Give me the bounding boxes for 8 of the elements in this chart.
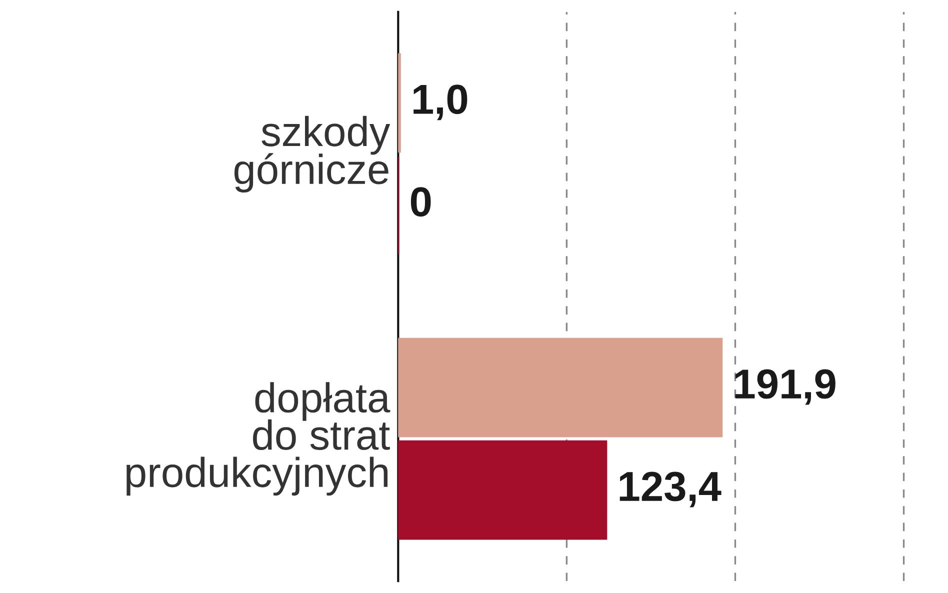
bar	[398, 440, 608, 540]
data-label: 1,0	[414, 84, 468, 120]
y-tick-label: dopłata do strat produkcyjnych	[126, 382, 390, 496]
data-label: 123,4	[620, 472, 722, 508]
y-tick-label: szkody górnicze	[234, 116, 390, 192]
data-label: 191,9	[735, 369, 836, 405]
bar	[398, 338, 723, 438]
data-label: 0	[410, 187, 431, 217]
